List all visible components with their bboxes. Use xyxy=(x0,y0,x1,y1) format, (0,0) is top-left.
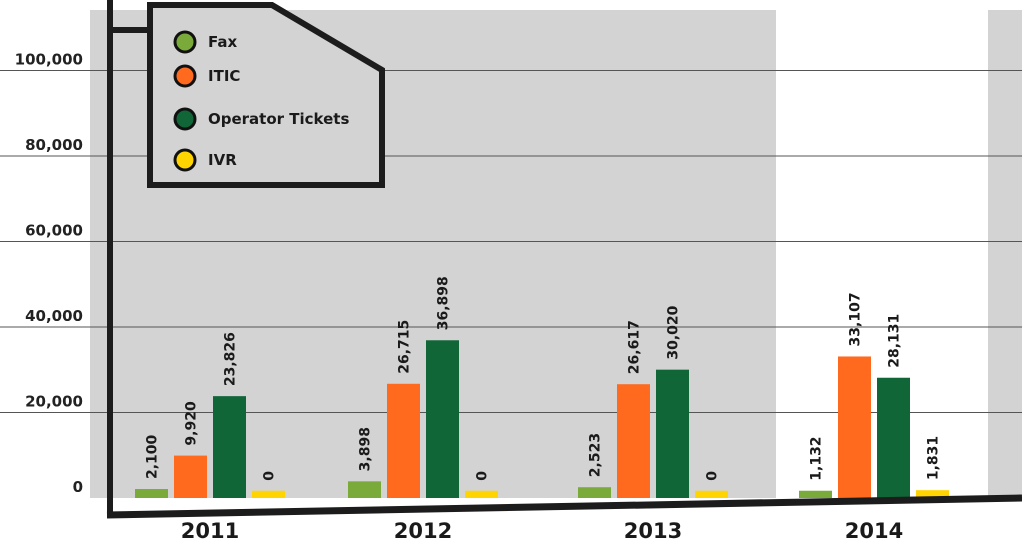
legend-marker xyxy=(173,30,197,54)
x-tick-label: 2013 xyxy=(624,519,682,542)
y-tick-label: 20,000 xyxy=(25,393,83,411)
legend-marker xyxy=(173,107,197,131)
x-tick-label: 2014 xyxy=(845,519,903,542)
data-label: 2,523 xyxy=(588,433,604,477)
data-label: 26,715 xyxy=(397,320,413,374)
data-label: 2,100 xyxy=(145,434,161,479)
bar xyxy=(387,383,420,498)
y-tick-label: 0 xyxy=(73,478,83,496)
x-tick-label: 2012 xyxy=(394,519,452,542)
bar xyxy=(348,481,381,498)
bar xyxy=(838,356,871,498)
data-label: 3,898 xyxy=(358,427,374,471)
bar xyxy=(578,487,611,498)
legend: Fax ITIC Operator Tickets IVR xyxy=(110,1,385,188)
data-label: 36,898 xyxy=(436,276,452,330)
data-label: 1,132 xyxy=(809,436,825,480)
data-label: 28,131 xyxy=(887,314,903,368)
legend-marker xyxy=(173,64,197,88)
background-band xyxy=(988,10,1022,498)
bar xyxy=(799,490,832,498)
bar xyxy=(174,455,207,498)
y-tick-label: 60,000 xyxy=(25,222,83,240)
data-labels: 2,100 3,898 2,523 1,132 9,920 26,715 26,617 33,… xyxy=(145,276,942,481)
data-label: 0 xyxy=(705,471,721,481)
y-tick-label: 100,000 xyxy=(15,51,83,69)
x-axis-line xyxy=(106,494,1022,519)
legend-marker xyxy=(173,148,197,172)
data-label: 26,617 xyxy=(627,320,643,374)
x-tick-label: 2011 xyxy=(181,519,239,542)
bars xyxy=(135,340,949,498)
legend-box xyxy=(147,1,385,188)
x-axis-ticks: 2011 2012 2013 2014 xyxy=(181,519,903,542)
legend-label: Fax xyxy=(208,33,237,51)
data-label: 30,020 xyxy=(666,305,682,359)
y-tick-label: 80,000 xyxy=(25,136,83,154)
bar xyxy=(617,384,650,498)
y-axis-ticks: 0 20,000 40,000 60,000 80,000 100,000 xyxy=(15,51,83,497)
bar xyxy=(656,369,689,498)
legend-label: Operator Tickets xyxy=(208,110,349,128)
legend-label: ITIC xyxy=(208,67,240,85)
bar xyxy=(135,489,168,498)
bar xyxy=(426,340,459,498)
axes xyxy=(106,0,1022,519)
y-tick-label: 40,000 xyxy=(25,307,83,325)
bar xyxy=(916,490,949,498)
data-label: 0 xyxy=(475,471,491,481)
legend-label: IVR xyxy=(208,151,237,169)
data-label: 23,826 xyxy=(223,332,239,386)
data-label: 33,107 xyxy=(848,292,864,346)
data-label: 1,831 xyxy=(926,436,942,480)
bar xyxy=(877,377,910,498)
bar xyxy=(465,490,498,498)
bar xyxy=(213,396,246,498)
data-label: 0 xyxy=(262,471,278,481)
bar xyxy=(695,490,728,498)
bar xyxy=(252,490,285,498)
data-label: 9,920 xyxy=(184,401,200,446)
